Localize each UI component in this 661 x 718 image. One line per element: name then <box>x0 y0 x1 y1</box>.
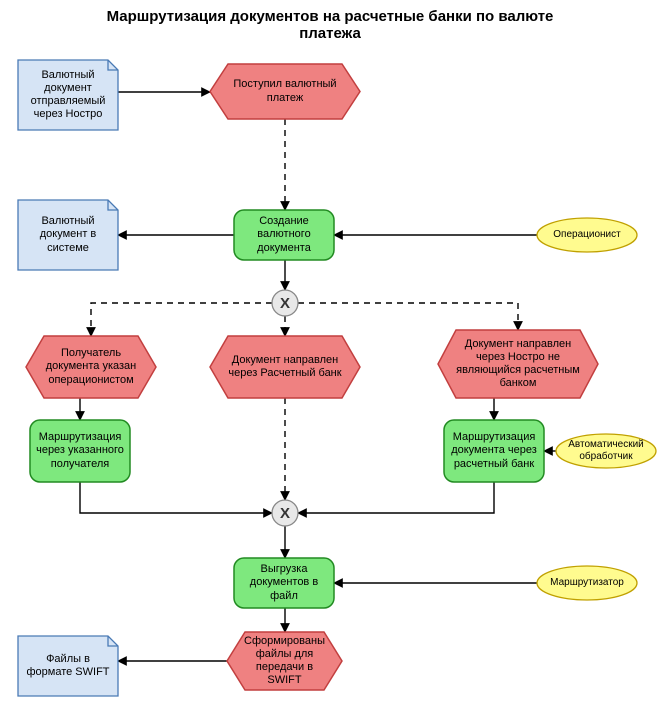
svg-text:X: X <box>280 295 290 312</box>
svg-text:X: X <box>280 505 290 522</box>
diagram-title: Маршрутизация документов на расчетные ба… <box>85 8 575 42</box>
